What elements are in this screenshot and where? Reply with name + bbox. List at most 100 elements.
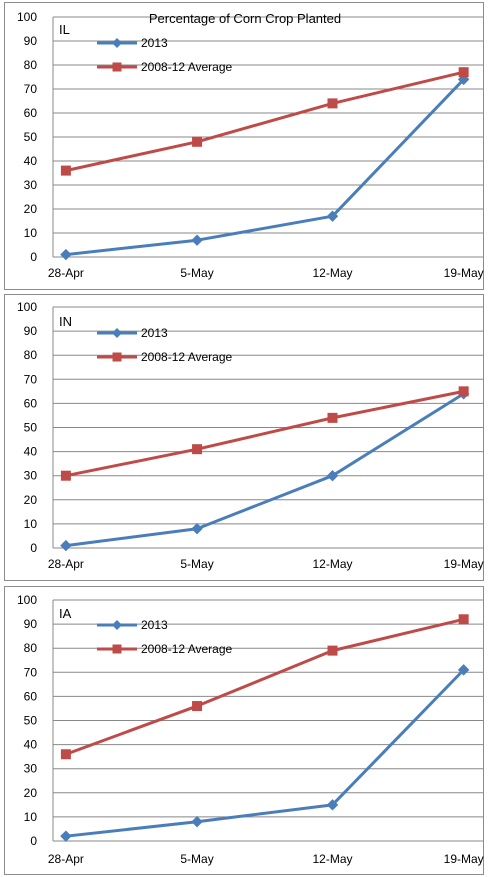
legend-entry: 2013 <box>97 618 168 632</box>
series-line <box>65 668 465 838</box>
legend-marker <box>112 38 122 48</box>
x-tick-label: 5-May <box>180 557 213 571</box>
y-tick-label: 40 <box>24 445 38 459</box>
x-tick-label: 28-Apr <box>48 266 84 280</box>
y-tick-label: 30 <box>24 469 38 483</box>
y-tick-label: 0 <box>30 250 37 264</box>
y-tick-label: 40 <box>24 738 38 752</box>
panel-label: IA <box>59 606 72 621</box>
y-tick-label: 100 <box>17 10 37 24</box>
legend-marker <box>112 620 122 630</box>
panel-label: IL <box>59 22 70 37</box>
data-point <box>326 469 339 482</box>
legend-entry: 2013 <box>97 36 168 50</box>
y-tick-label: 40 <box>24 154 38 168</box>
y-tick-label: 30 <box>24 178 38 192</box>
y-tick-label: 80 <box>24 641 38 655</box>
chart-panel-in: 0 10 20 30 40 50 60 70 80 90 100 28-Apr 5-May 12-May 1… <box>4 294 484 581</box>
x-tick-label: 19-May <box>444 852 484 866</box>
y-tick-label: 0 <box>30 834 37 848</box>
data-point <box>327 98 338 109</box>
data-point <box>327 645 338 656</box>
data-point <box>326 799 339 811</box>
series-line <box>65 78 465 257</box>
y-tick-label: 80 <box>24 58 38 72</box>
y-tick-label: 10 <box>24 226 38 240</box>
legend-label: 2008-12 Average <box>141 60 233 74</box>
legend-label: 2013 <box>141 36 168 50</box>
legend-entry: 2013 <box>97 326 168 340</box>
series-line <box>65 617 464 756</box>
x-tick-label: 28-Apr <box>48 852 84 866</box>
series-line <box>65 389 464 478</box>
x-tick-label: 19-May <box>444 266 484 280</box>
y-tick-label: 20 <box>24 786 38 800</box>
data-point <box>60 749 71 760</box>
x-tick-label: 28-Apr <box>48 557 84 571</box>
y-tick-label: 100 <box>17 593 37 607</box>
line-chart-il: 0 10 20 30 40 50 60 70 80 90 100 28-Apr 5-May 12-May 1… <box>17 10 484 280</box>
line-chart-ia: 0 10 20 30 40 50 60 70 80 90 100 28-Apr 5-May 12-May 1… <box>17 593 484 866</box>
series-line <box>65 70 464 173</box>
legend-entry: 2008-12 Average <box>97 60 233 74</box>
y-tick-label: 50 <box>24 130 38 144</box>
y-tick-label: 20 <box>24 493 38 507</box>
y-tick-label: 0 <box>30 541 37 555</box>
y-tick-label: 50 <box>24 421 38 435</box>
data-point <box>191 234 203 246</box>
legend-label: 2008-12 Average <box>141 642 233 656</box>
data-point <box>327 412 338 423</box>
legend-marker <box>112 62 122 72</box>
data-point <box>458 614 469 625</box>
data-point <box>192 444 203 455</box>
data-point <box>60 830 72 842</box>
legend-marker <box>112 328 122 338</box>
y-tick-label: 90 <box>24 34 38 48</box>
chart-title: Percentage of Corn Crop Planted <box>149 11 341 26</box>
y-tick-label: 30 <box>24 762 38 776</box>
legend-entry: 2008-12 Average <box>97 642 233 656</box>
series-line <box>65 392 465 548</box>
chart-panel-ia: 0 10 20 30 40 50 60 70 80 90 100 28-Apr 5-May 12-May 1… <box>4 586 484 875</box>
x-tick-label: 5-May <box>180 266 213 280</box>
y-tick-label: 50 <box>24 714 38 728</box>
x-tick-label: 12-May <box>312 557 352 571</box>
data-point <box>192 136 203 147</box>
data-point <box>60 539 72 552</box>
x-tick-label: 19-May <box>444 557 484 571</box>
x-tick-label: 5-May <box>180 852 213 866</box>
y-tick-label: 10 <box>24 810 38 824</box>
data-point <box>192 701 203 712</box>
legend-label: 2013 <box>141 618 168 632</box>
y-tick-label: 60 <box>24 396 38 410</box>
x-tick-label: 12-May <box>312 852 352 866</box>
y-tick-label: 70 <box>24 372 38 386</box>
data-point <box>458 67 469 78</box>
y-tick-label: 10 <box>24 517 38 531</box>
y-tick-label: 60 <box>24 689 38 703</box>
y-tick-label: 60 <box>24 106 38 120</box>
y-tick-label: 100 <box>17 300 37 314</box>
data-point <box>326 210 339 222</box>
data-point <box>458 386 469 397</box>
data-point <box>191 816 203 828</box>
legend-label: 2013 <box>141 326 168 340</box>
panel-label: IN <box>59 314 72 329</box>
data-point <box>60 248 72 261</box>
y-tick-label: 70 <box>24 82 38 96</box>
legend-marker <box>112 644 122 654</box>
x-tick-label: 12-May <box>312 266 352 280</box>
legend-entry: 2008-12 Average <box>97 350 233 364</box>
legend-label: 2008-12 Average <box>141 350 233 364</box>
line-chart-in: 0 10 20 30 40 50 60 70 80 90 100 28-Apr 5-May 12-May 1… <box>17 300 484 571</box>
legend-marker <box>112 352 122 362</box>
y-tick-label: 70 <box>24 665 38 679</box>
y-tick-label: 20 <box>24 202 38 216</box>
data-point <box>457 664 470 676</box>
y-tick-label: 90 <box>24 617 38 631</box>
data-point <box>60 470 71 481</box>
data-point <box>191 523 203 535</box>
y-tick-label: 80 <box>24 348 38 362</box>
y-tick-label: 90 <box>24 324 38 338</box>
data-point <box>60 165 71 176</box>
